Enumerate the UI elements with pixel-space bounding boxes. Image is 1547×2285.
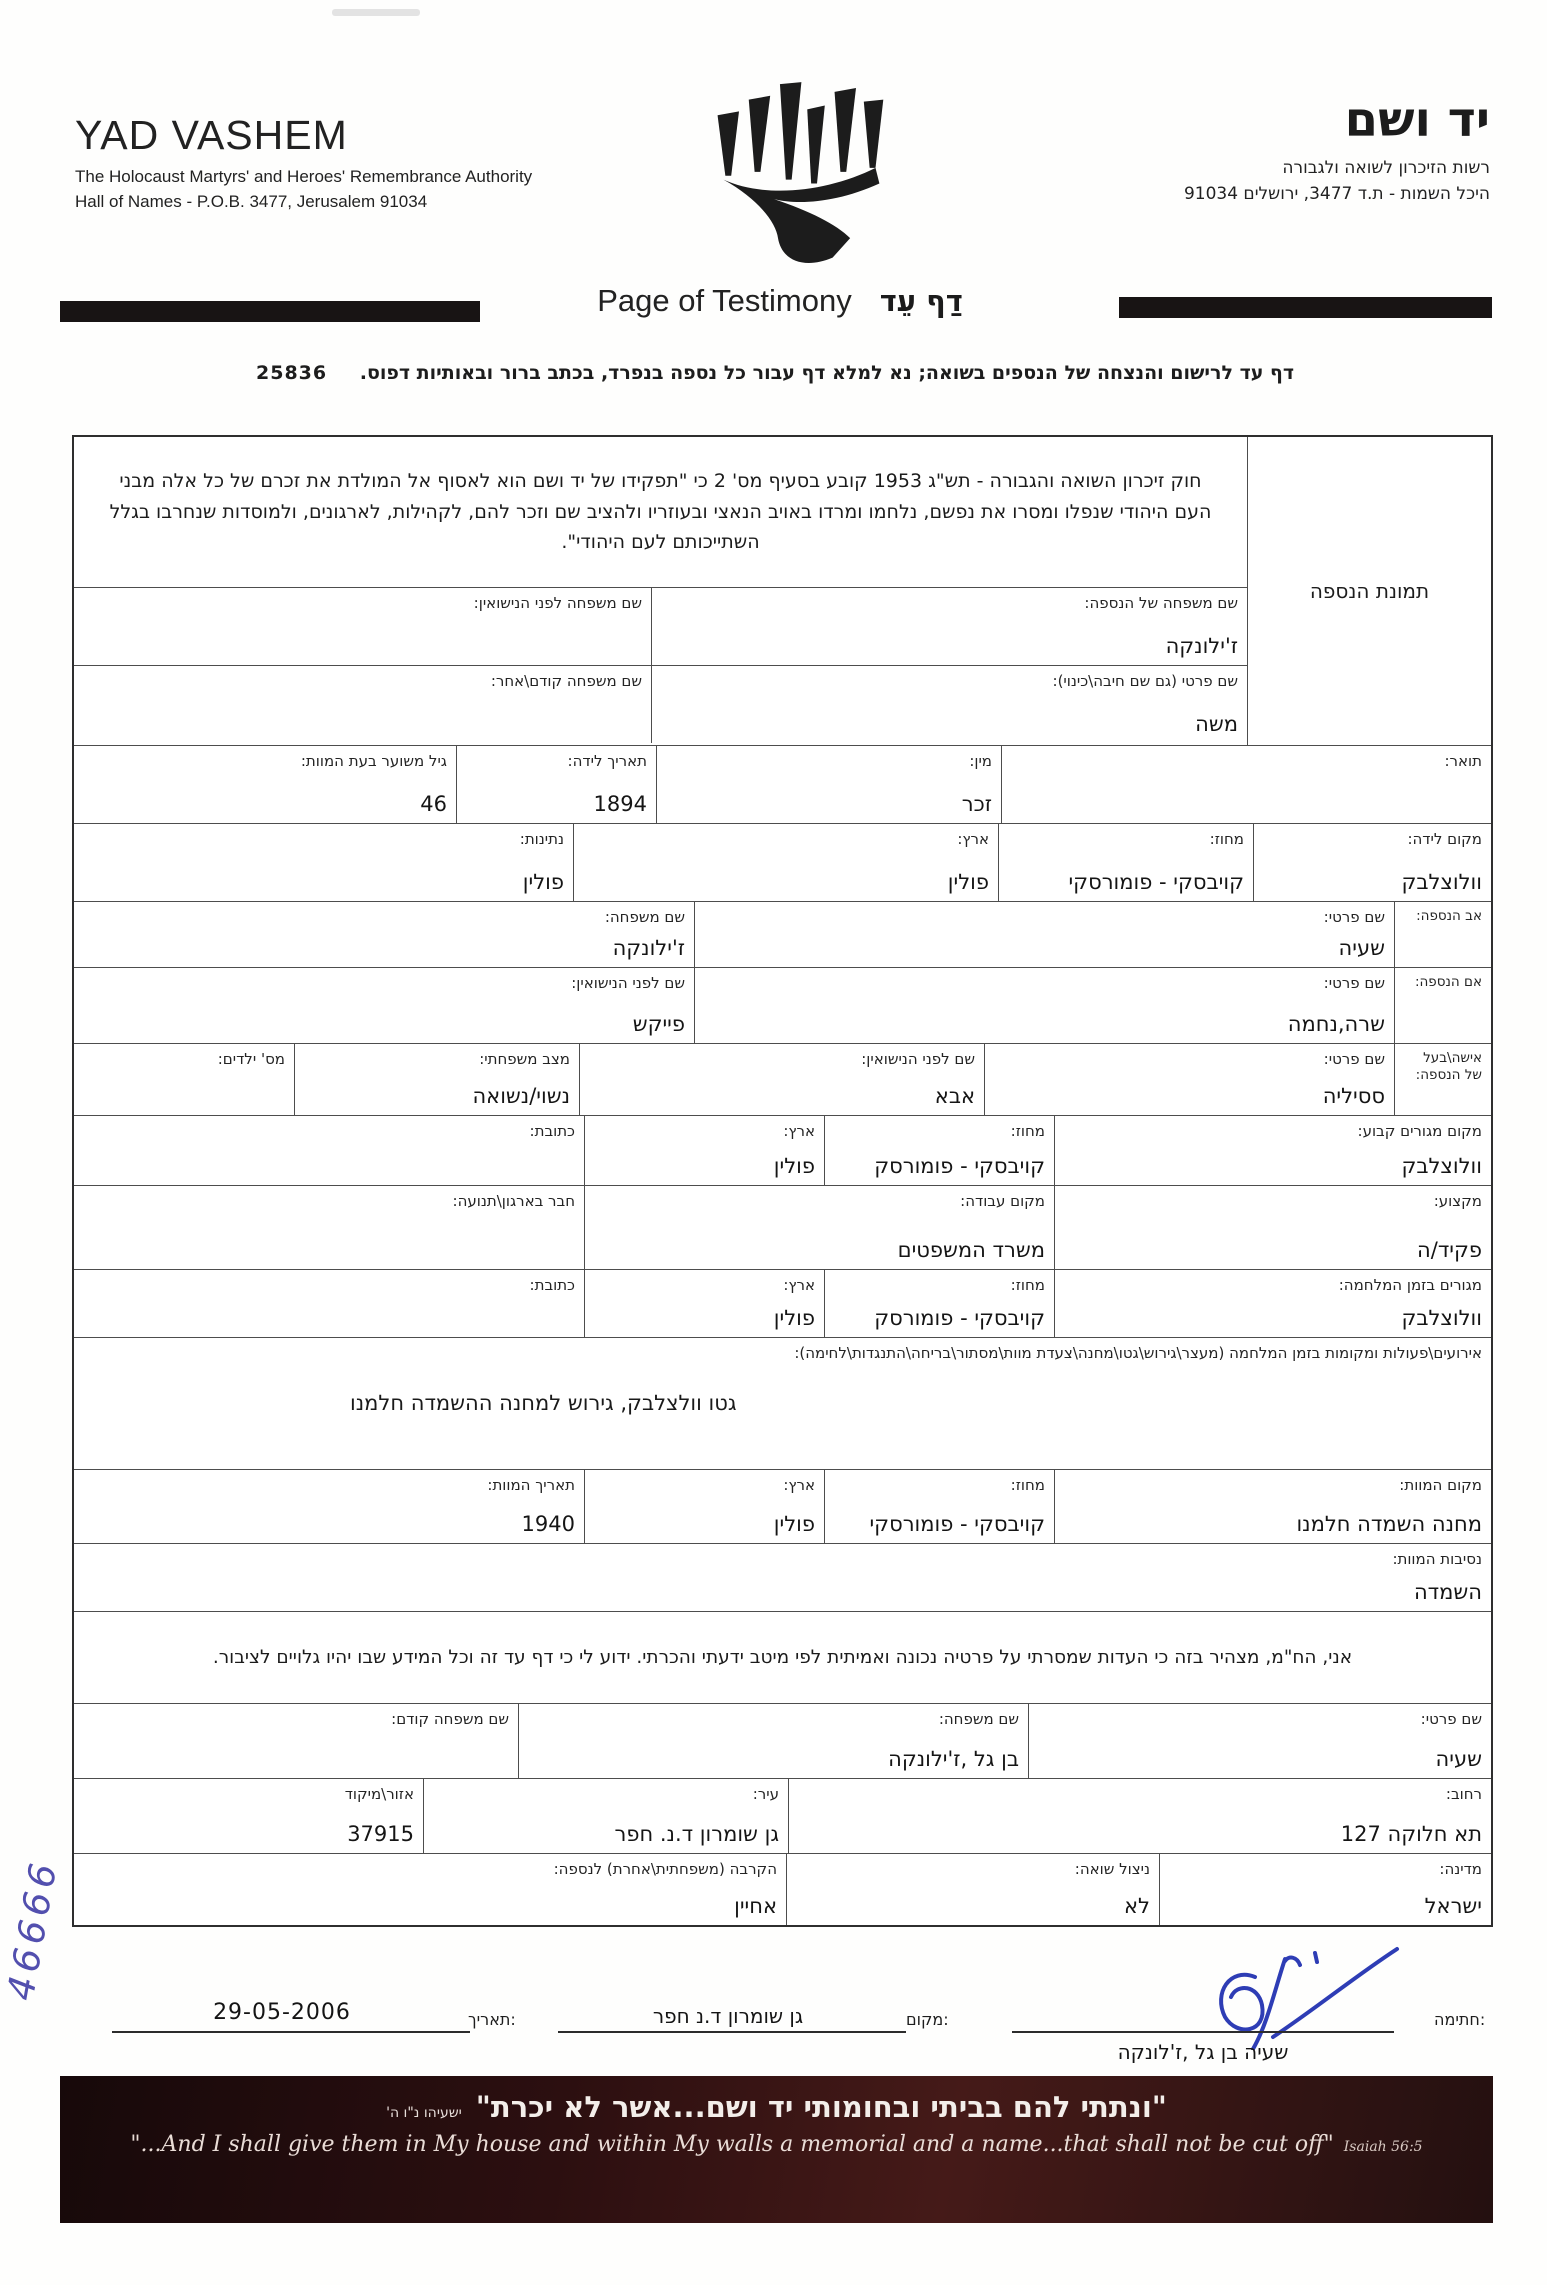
field-birth-country: ארץ: פולין bbox=[573, 824, 998, 901]
field-death-district: מחוז: קויבסקי - פומורסקי bbox=[824, 1470, 1054, 1543]
victim-photo-cell: תמונת הנספה bbox=[1247, 437, 1491, 745]
field-submitter-surname: שם משפחה: בן גל ,ז'ילונקה bbox=[518, 1704, 1028, 1778]
date-label: תאריך: bbox=[468, 2010, 516, 2029]
memorial-quote-banner: "ונתתי להם בביתי ובחומותי יד ושם...אשר ל… bbox=[60, 2076, 1493, 2223]
quote-hebrew-ref: ישעיהו נ"ו ה' bbox=[386, 2105, 462, 2121]
menorah-base bbox=[723, 167, 880, 264]
header-english: YAD VASHEM The Holocaust Martyrs' and He… bbox=[75, 112, 532, 214]
field-submitter-prev-surname: שם משפחה קודם: bbox=[391, 1710, 509, 1728]
legal-clause-cell: חוק זיכרון השואה והגבורה - תש"ג 1953 קוב… bbox=[74, 437, 1247, 587]
org-subtitle-he: רשות הזיכרון לשואה ולגבורה bbox=[1282, 158, 1490, 178]
field-gender: מין: זכר bbox=[656, 746, 1001, 823]
signature-line bbox=[1012, 2031, 1394, 2033]
field-residence-district: מחוז: קויבסקי - פומורסק bbox=[824, 1116, 1054, 1185]
field-wartime-address: כתובת: bbox=[529, 1276, 575, 1294]
field-holocaust-survivor: ניצול שואה: לא bbox=[786, 1854, 1159, 1925]
field-victim-title: תואר: bbox=[1001, 746, 1491, 823]
quote-hebrew: "ונתתי להם בביתי ובחומותי יד ושם...אשר ל… bbox=[386, 2090, 1167, 2124]
title-bar-right bbox=[1119, 297, 1492, 318]
field-organization-member: חבר בארגון\תנועה: bbox=[452, 1192, 575, 1210]
row-label-mother: אם הנספה: bbox=[1394, 968, 1491, 1043]
field-death-date: תאריך המוות: 1940 bbox=[487, 1476, 575, 1536]
field-date-of-birth: תאריך לידה: 1894 bbox=[456, 746, 656, 823]
handwritten-archive-number: 46666 bbox=[0, 1855, 67, 2004]
page-title: Page of Testimony דַף עֵד bbox=[490, 283, 1070, 319]
org-subtitle-en: The Holocaust Martyrs' and Heroes' Remem… bbox=[75, 167, 533, 186]
field-relation-to-victim: הקרבה (משפחתית\אחרת) לנספה: אחיין bbox=[553, 1860, 777, 1918]
field-father-first-name: שם פרטי: שעיה bbox=[694, 902, 1394, 967]
page-title-he: דַף עֵד bbox=[879, 284, 963, 318]
field-submitter-first-name: שם פרטי: שעיה bbox=[1028, 1704, 1491, 1778]
field-citizenship: נתינות: פולין bbox=[519, 830, 564, 894]
field-submitter-country: מדינה: ישראל bbox=[1159, 1854, 1491, 1925]
field-victim-maiden-name: שם משפחה לפני הנישואין: bbox=[473, 594, 642, 612]
field-birth-place: מקום לידה: וולוצלבק bbox=[1253, 824, 1491, 901]
title-bar-left bbox=[60, 301, 480, 322]
field-death-circumstances: נסיבות המוות: השמדה bbox=[1392, 1550, 1482, 1604]
field-birth-district: מחוז: קויבסקי - פומורסקי bbox=[998, 824, 1253, 901]
field-father-surname: שם משפחה: ז'ילונקה bbox=[604, 908, 685, 960]
quote-english-ref: Isaiah 56:5 bbox=[1343, 2139, 1423, 2155]
intro-text: דף עד לרישום והנצחה של הנספים בשואה; נא … bbox=[359, 362, 1294, 384]
page-title-en: Page of Testimony bbox=[597, 283, 852, 318]
testimony-form-table: תמונת הנספה חוק זיכרון השואה והגבורה - ת… bbox=[72, 435, 1493, 1927]
field-residence-address: כתובת: bbox=[529, 1122, 575, 1140]
field-death-country: ארץ: פולין bbox=[584, 1470, 824, 1543]
row-label-father: אב הנספה: bbox=[1394, 902, 1491, 967]
legal-clause-text: חוק זיכרון השואה והגבורה - תש"ג 1953 קוב… bbox=[109, 469, 1212, 554]
date-line bbox=[112, 2031, 470, 2033]
field-wartime-district: מחוז: קויבסקי - פומורסק bbox=[824, 1270, 1054, 1337]
field-victim-first-name: שם פרטי (גם שם חיבה\כינוי): משה bbox=[651, 666, 1247, 743]
intro-instruction: דף עד לרישום והנצחה של הנספים בשואה; נא … bbox=[70, 362, 1480, 384]
signature-place: גן שומרון ד.נ חפר bbox=[652, 2004, 804, 2028]
field-victim-surname: שם משפחה של הנספה: ז'ילונקה bbox=[651, 588, 1247, 665]
declaration-cell: אני, הח"מ, מצהיר בזה כי העדות שמסרתי על … bbox=[74, 1612, 1491, 1703]
row-label-spouse: אישה\בעל של הנספה: bbox=[1394, 1044, 1491, 1115]
field-workplace: מקום עבודה: משרד המשפטים bbox=[584, 1186, 1054, 1269]
field-wartime-country: ארץ: פולין bbox=[584, 1270, 824, 1337]
field-residence-place: מקום מגורים קבוע: וולוצלבק bbox=[1054, 1116, 1491, 1185]
yad-vashem-menorah-icon bbox=[717, 82, 884, 264]
quote-english: "...And I shall give them in My house an… bbox=[130, 2132, 1422, 2157]
header-hebrew: יד ושם רשות הזיכרון לשואה ולגבורה היכל ה… bbox=[1184, 92, 1490, 207]
org-name-en: YAD VASHEM bbox=[75, 112, 348, 158]
signature-date: 29-05-2006 bbox=[213, 2000, 351, 2025]
form-number: 25836 bbox=[256, 362, 328, 384]
place-line bbox=[558, 2031, 906, 2033]
field-spouse-maiden-name: שם לפני הנישואין: אבא bbox=[579, 1044, 984, 1115]
place-label: מקום: bbox=[906, 2010, 949, 2029]
field-mother-maiden-name: שם לפני הנישואין: פייקש bbox=[571, 974, 685, 1036]
field-number-of-children: מס' ילדים: bbox=[217, 1050, 285, 1068]
field-victim-prev-surname: שם משפחה קודם\אחר: bbox=[490, 672, 642, 690]
field-residence-country: ארץ: פולין bbox=[584, 1116, 824, 1185]
field-wartime-place: מגורים בזמן המלחמה: וולוצלבק bbox=[1054, 1270, 1491, 1337]
field-wartime-events: אירועים\פעולות ומקומות בזמן המלחמה (מעצר… bbox=[350, 1344, 1482, 1415]
field-spouse-first-name: שם פרטי: ססיליה bbox=[984, 1044, 1394, 1115]
signature-label: חתימה: bbox=[1434, 2010, 1486, 2029]
field-submitter-city: עיר: גן שומרון ד.נ. חפר bbox=[423, 1779, 788, 1853]
field-submitter-zip: אזור\מיקוד 37915 bbox=[344, 1785, 414, 1846]
field-mother-first-name: שם פרטי: שרה,נחמה bbox=[694, 968, 1394, 1043]
photo-label: תמונת הנספה bbox=[1309, 579, 1430, 603]
scan-artifact bbox=[332, 9, 420, 16]
quote-english-text: "...And I shall give them in My house an… bbox=[130, 2132, 1334, 2157]
quote-hebrew-text: "ונתתי להם בביתי ובחומותי יד ושם...אשר ל… bbox=[475, 2090, 1167, 2124]
handwritten-signature bbox=[1219, 1947, 1399, 2050]
org-address-he: היכל השמות - ת.ד 3477, ירושלים 91034 bbox=[1183, 183, 1490, 204]
field-marital-status: מצב משפחתי: נשוי/נשואה bbox=[294, 1044, 579, 1115]
signature-printed-name: שעיה בן גל ,ז'לונקה bbox=[1117, 2040, 1289, 2064]
field-age-at-death: גיל משוער בעת המוות: 46 bbox=[300, 752, 447, 816]
org-name-he: יד ושם bbox=[1344, 92, 1490, 148]
org-address-en: Hall of Names - P.O.B. 3477, Jerusalem 9… bbox=[75, 191, 428, 211]
field-profession: מקצוע: פקיד/ה bbox=[1054, 1186, 1491, 1269]
declaration-text: אני, הח"מ, מצהיר בזה כי העדות שמסרתי על … bbox=[212, 1647, 1353, 1668]
field-death-place: מקום המוות: מחנה השמדה חלמנו bbox=[1054, 1470, 1491, 1543]
field-submitter-street: רחוב: תא חלוקה 127 bbox=[788, 1779, 1491, 1853]
